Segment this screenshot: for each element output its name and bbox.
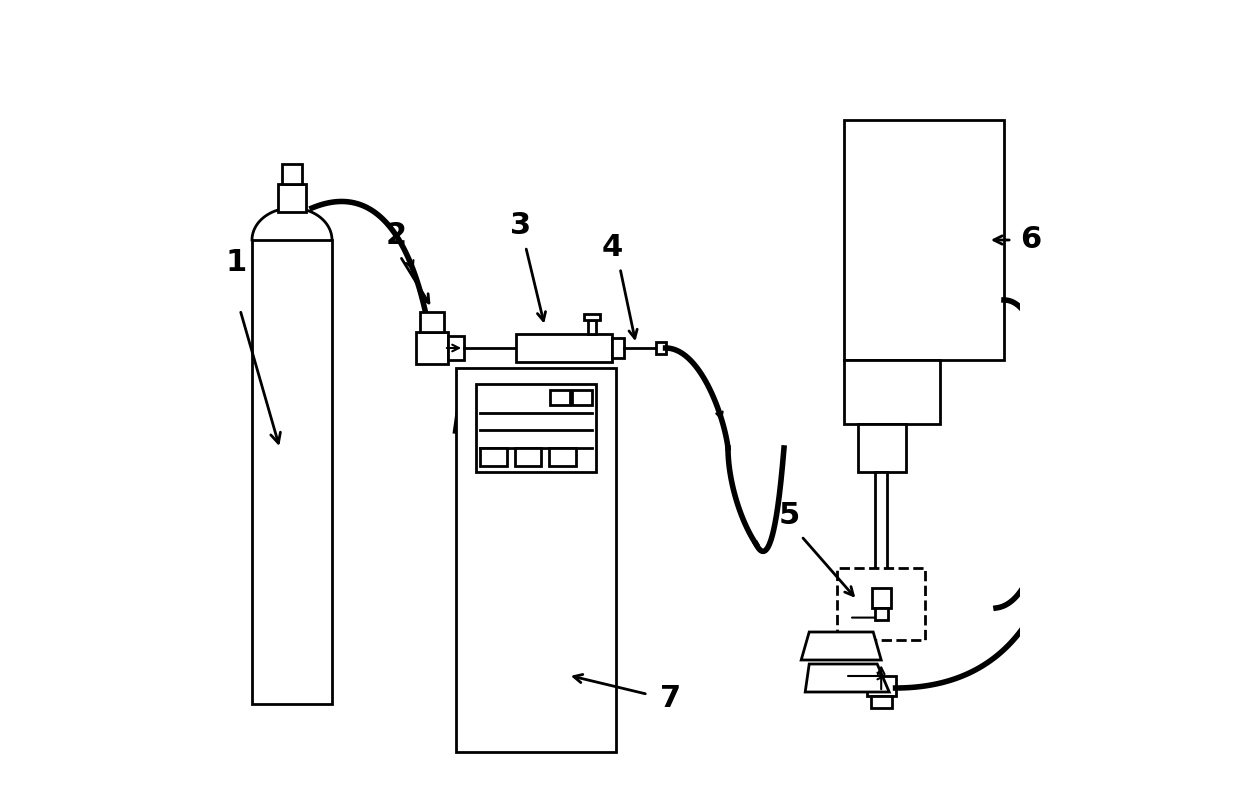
Bar bbox=[588, 320, 596, 334]
Bar bbox=[420, 312, 444, 332]
Bar bbox=[281, 164, 303, 184]
Bar bbox=[456, 368, 616, 752]
Bar bbox=[549, 390, 569, 405]
Text: 3: 3 bbox=[510, 211, 532, 240]
Bar bbox=[415, 332, 448, 364]
Text: 2: 2 bbox=[386, 221, 407, 250]
Bar bbox=[549, 448, 577, 466]
Bar bbox=[515, 448, 542, 466]
Text: 1: 1 bbox=[226, 248, 247, 277]
Text: 7: 7 bbox=[660, 684, 681, 713]
Bar bbox=[872, 588, 890, 608]
Bar bbox=[516, 334, 613, 362]
Bar bbox=[875, 472, 887, 584]
Bar bbox=[613, 338, 624, 358]
Bar bbox=[252, 240, 332, 704]
Bar bbox=[844, 120, 1004, 360]
Bar bbox=[480, 448, 507, 466]
Text: 6: 6 bbox=[1021, 226, 1042, 254]
Bar bbox=[858, 424, 906, 472]
Text: 5: 5 bbox=[779, 501, 800, 530]
Polygon shape bbox=[801, 632, 882, 660]
Bar bbox=[870, 696, 892, 708]
Bar bbox=[572, 390, 591, 405]
Polygon shape bbox=[805, 664, 889, 692]
Bar bbox=[656, 342, 666, 354]
Bar bbox=[867, 676, 895, 696]
Bar bbox=[278, 184, 306, 212]
Text: 4: 4 bbox=[601, 233, 622, 262]
Bar bbox=[476, 384, 596, 472]
Bar bbox=[844, 360, 940, 424]
Bar bbox=[837, 568, 925, 640]
Bar bbox=[874, 608, 888, 620]
Bar bbox=[584, 314, 600, 320]
Bar bbox=[448, 336, 464, 360]
